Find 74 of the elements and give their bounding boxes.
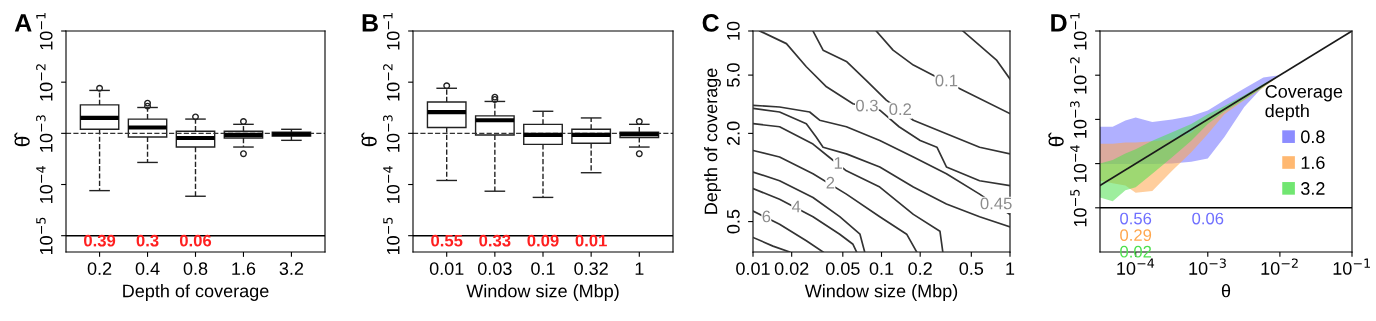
y-tick-label: 10$^{−3}$ — [383, 115, 400, 152]
x-tick-label: 0.02 — [774, 262, 809, 275]
chart-title: B — [362, 14, 378, 32]
annotation: 2 — [826, 176, 835, 189]
y-tick-label: 10$^{−4}$ — [1070, 145, 1087, 182]
annotation: 0.55 — [431, 234, 463, 247]
annotation: 0.39 — [84, 234, 116, 247]
y-tick-label: 10$^{−5}$ — [383, 217, 400, 255]
x-tick-label: 1 — [1006, 262, 1015, 275]
annotation: 4 — [791, 200, 801, 213]
y-tick-label: 10$^{−3}$ — [1070, 101, 1087, 138]
y-tick-label: 10$^{−4}$ — [36, 166, 53, 203]
y-axis-title: θ̂ — [361, 132, 377, 147]
legend-title: Coverage depth — [1265, 85, 1343, 121]
y-tick-label: 0.5 — [726, 209, 740, 234]
annotation: 0.3 — [136, 234, 159, 247]
y-axis-title: θ̂ — [14, 132, 30, 147]
y-tick-label: 10$^{−5}$ — [36, 217, 53, 255]
annotation: 0.01 — [575, 234, 607, 247]
annotation: 0.3 — [855, 99, 878, 112]
x-tick-label: 0.01 — [736, 262, 770, 275]
x-tick-label: 0.32 — [574, 262, 608, 275]
x-tick-label: 0.05 — [825, 262, 860, 275]
chart-title: D — [1051, 14, 1067, 32]
legend-label: 3.2 — [1301, 182, 1325, 195]
annotation: 0.1 — [935, 74, 958, 87]
y-tick-label: 10$^{−4}$ — [383, 166, 400, 203]
annotation: 1 — [834, 157, 842, 169]
annotation: 0.56 — [1120, 212, 1152, 225]
annotation: 0.09 — [527, 234, 559, 247]
annotation: 0.06 — [179, 234, 212, 247]
x-tick-label: 10$^{−4}$ — [1117, 258, 1155, 275]
x-axis-title: Window size (Mbp) — [804, 284, 958, 301]
y-tick-label: 10$^{−3}$ — [36, 115, 53, 152]
chart-title: C — [702, 14, 719, 32]
x-tick-label: 0.1 — [531, 262, 555, 275]
legend-label: 0.8 — [1301, 130, 1325, 144]
x-tick-label: 0.2 — [87, 262, 112, 275]
y-tick-label: 10$^{−1}$ — [36, 13, 53, 50]
x-tick-label: 0.8 — [183, 262, 208, 275]
x-tick-label: 0.2 — [908, 262, 932, 275]
x-tick-label: 3.2 — [279, 262, 304, 275]
y-tick-label: 10$^{−1}$ — [383, 13, 400, 50]
y-tick-label: 5.0 — [726, 63, 740, 87]
x-tick-label: 0.4 — [135, 262, 160, 275]
y-tick-label: 10$^{−2}$ — [383, 64, 400, 101]
annotation: 0.06 — [1192, 212, 1224, 225]
x-axis-title: Window size (Mbp) — [466, 284, 619, 301]
x-tick-label: 0.1 — [869, 262, 894, 275]
y-tick-label: 10 — [726, 21, 740, 40]
legend-label: 1.6 — [1301, 156, 1325, 169]
y-axis-title: Depth of coverage — [704, 68, 721, 214]
annotation: 0.29 — [1120, 229, 1152, 241]
y-axis-title: θ̂ — [1048, 132, 1064, 147]
x-tick-label: 10$^{−1}$ — [1333, 258, 1370, 275]
annotation: 0.33 — [479, 234, 511, 247]
x-tick-label: 0.5 — [959, 262, 984, 275]
y-tick-label: 2.0 — [726, 121, 740, 146]
y-tick-label: 10$^{−5}$ — [1070, 189, 1087, 227]
x-axis-title: θ — [1221, 284, 1231, 298]
x-tick-label: 10$^{−2}$ — [1261, 258, 1298, 275]
y-tick-label: 10$^{−1}$ — [1070, 13, 1087, 50]
annotation: 0.45 — [980, 197, 1012, 210]
x-tick-label: 1.6 — [232, 262, 256, 275]
x-axis-title: Depth of coverage — [123, 284, 269, 301]
y-tick-label: 10$^{−2}$ — [1070, 57, 1087, 94]
x-tick-label: 0.03 — [477, 262, 512, 275]
x-tick-label: 1 — [635, 262, 644, 275]
annotation: 0.2 — [889, 103, 912, 116]
x-tick-label: 10$^{−3}$ — [1189, 258, 1226, 275]
annotation: 6 — [762, 210, 771, 223]
y-tick-label: 10$^{−2}$ — [36, 64, 53, 101]
x-tick-label: 0.01 — [429, 262, 464, 275]
chart-title: A — [14, 14, 32, 32]
